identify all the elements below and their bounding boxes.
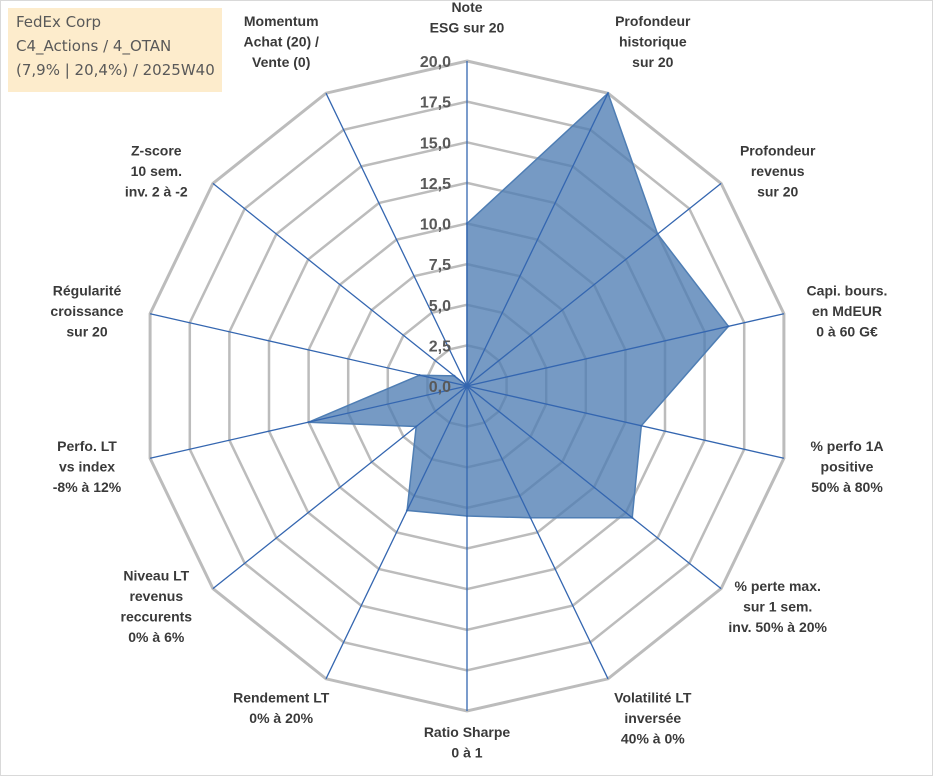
axis-label-line: sur 1 sem. [743, 598, 812, 614]
axis-label-line: en MdEUR [812, 303, 882, 319]
chart-title-line: (7,9% | 20,4%) / 2025W40 [16, 61, 215, 79]
axis-label: % perfo 1A positive 50% à 80% [810, 438, 883, 495]
tick-label: 2,5 [429, 338, 451, 355]
axis-spoke [466, 385, 609, 680]
axis-spoke [466, 385, 722, 590]
axis-label-line: % perfo 1A [810, 438, 883, 454]
axis-label-line: 0% à 20% [249, 710, 313, 726]
axis-spoke [325, 92, 468, 387]
axis-label: Ratio Sharpe 0 à 1 [424, 724, 511, 761]
axis-label: Volatilité LT inversée 40% à 0% [614, 689, 692, 746]
axis-label: Rendement LT 0% à 20% [233, 689, 330, 726]
chart-title-line: FedEx Corp [16, 13, 102, 31]
axis-label-line: 0% à 6% [128, 629, 185, 645]
radar-series [307, 91, 730, 519]
chart-title-box: FedEx Corp C4_Actions / 4_OTAN (7,9% | 2… [8, 8, 222, 92]
tick-label: 0,0 [429, 379, 451, 396]
axis-label-line: inversée [624, 710, 681, 726]
radar-spokes [149, 61, 785, 711]
series-area [308, 91, 730, 519]
axis-label-line: 40% à 0% [621, 730, 685, 746]
tick-label: 5,0 [429, 298, 451, 315]
tick-label: 12,5 [420, 176, 451, 193]
tick-label: 10,0 [420, 217, 451, 234]
axis-label-line: croissance [50, 303, 123, 319]
tick-label: 7,5 [429, 257, 451, 274]
axis-label-line: Profondeur [615, 13, 691, 29]
axis-label-line: Momentum [244, 13, 319, 29]
axis-spoke [212, 385, 468, 590]
axis-label: Momentum Achat (20) / Vente (0) [243, 13, 319, 70]
axis-label-line: reccurents [121, 609, 193, 625]
axis-label-line: Volatilité LT [614, 689, 692, 705]
radar-tick-labels: 0,0 2,5 5,0 7,5 10,0 12,5 15,0 17,5 20,0 [420, 54, 451, 396]
axis-label-line: Niveau LT [123, 568, 189, 584]
axis-label-line: 10 sem. [131, 163, 182, 179]
axis-label-line: Capi. bours. [807, 283, 888, 299]
axis-label-line: revenus [751, 163, 805, 179]
axis-label-line: Z-score [131, 143, 182, 159]
axis-label-line: Ratio Sharpe [424, 724, 511, 740]
axis-label-line: % perte max. [735, 578, 821, 594]
axis-spoke [149, 385, 468, 459]
axis-label: Perfo. LT vs index -8% à 12% [53, 438, 122, 495]
axis-label: Régularité croissance sur 20 [50, 283, 123, 340]
axis-label-line: historique [619, 34, 687, 50]
axis-label-line: sur 20 [757, 184, 798, 200]
axis-label-line: Achat (20) / [243, 34, 319, 50]
axis-label-line: Régularité [53, 283, 122, 299]
axis-label: Profondeur revenus sur 20 [740, 143, 816, 200]
axis-label-line: inv. 2 à -2 [125, 184, 188, 200]
axis-label-line: revenus [129, 588, 183, 604]
axis-label-line: Rendement LT [233, 689, 330, 705]
tick-label: 20,0 [420, 54, 451, 71]
axis-label-line: sur 20 [66, 324, 107, 340]
axis-label-line: inv. 50% à 20% [728, 619, 827, 635]
chart-title-line: C4_Actions / 4_OTAN [16, 37, 172, 55]
axis-label-line: positive [821, 458, 874, 474]
axis-label-line: -8% à 12% [53, 479, 122, 495]
axis-label: Profondeur historique sur 20 [615, 13, 691, 70]
axis-spoke [466, 92, 609, 387]
radar-axis-labels: Note ESG sur 20 Profondeur historique sur 20… [50, 0, 887, 761]
axis-label-line: 50% à 80% [811, 479, 883, 495]
axis-spoke [212, 182, 468, 387]
axis-spoke [149, 313, 468, 387]
axis-label-line: Vente (0) [252, 54, 310, 70]
axis-label-line: vs index [59, 458, 115, 474]
axis-spoke [466, 313, 785, 387]
axis-label: Note ESG sur 20 [430, 0, 505, 36]
axis-label-line: Profondeur [740, 143, 816, 159]
axis-label: Capi. bours. en MdEUR 0 à 60 G€ [807, 283, 888, 340]
axis-spoke [466, 182, 722, 387]
tick-label: 17,5 [420, 95, 451, 112]
axis-label-line: Note [451, 0, 482, 15]
axis-label-line: Perfo. LT [57, 438, 117, 454]
axis-spoke [466, 385, 785, 459]
tick-label: 15,0 [420, 135, 451, 152]
axis-label: Z-score 10 sem. inv. 2 à -2 [125, 143, 188, 200]
axis-label-line: 0 à 60 G€ [816, 324, 878, 340]
axis-label-line: 0 à 1 [451, 745, 482, 761]
axis-label-line: sur 20 [632, 54, 673, 70]
axis-label: Niveau LT revenus reccurents 0% à 6% [121, 568, 193, 646]
axis-label: % perte max. sur 1 sem. inv. 50% à 20% [728, 578, 827, 635]
axis-label-line: ESG sur 20 [430, 20, 505, 36]
axis-spoke [325, 385, 468, 680]
